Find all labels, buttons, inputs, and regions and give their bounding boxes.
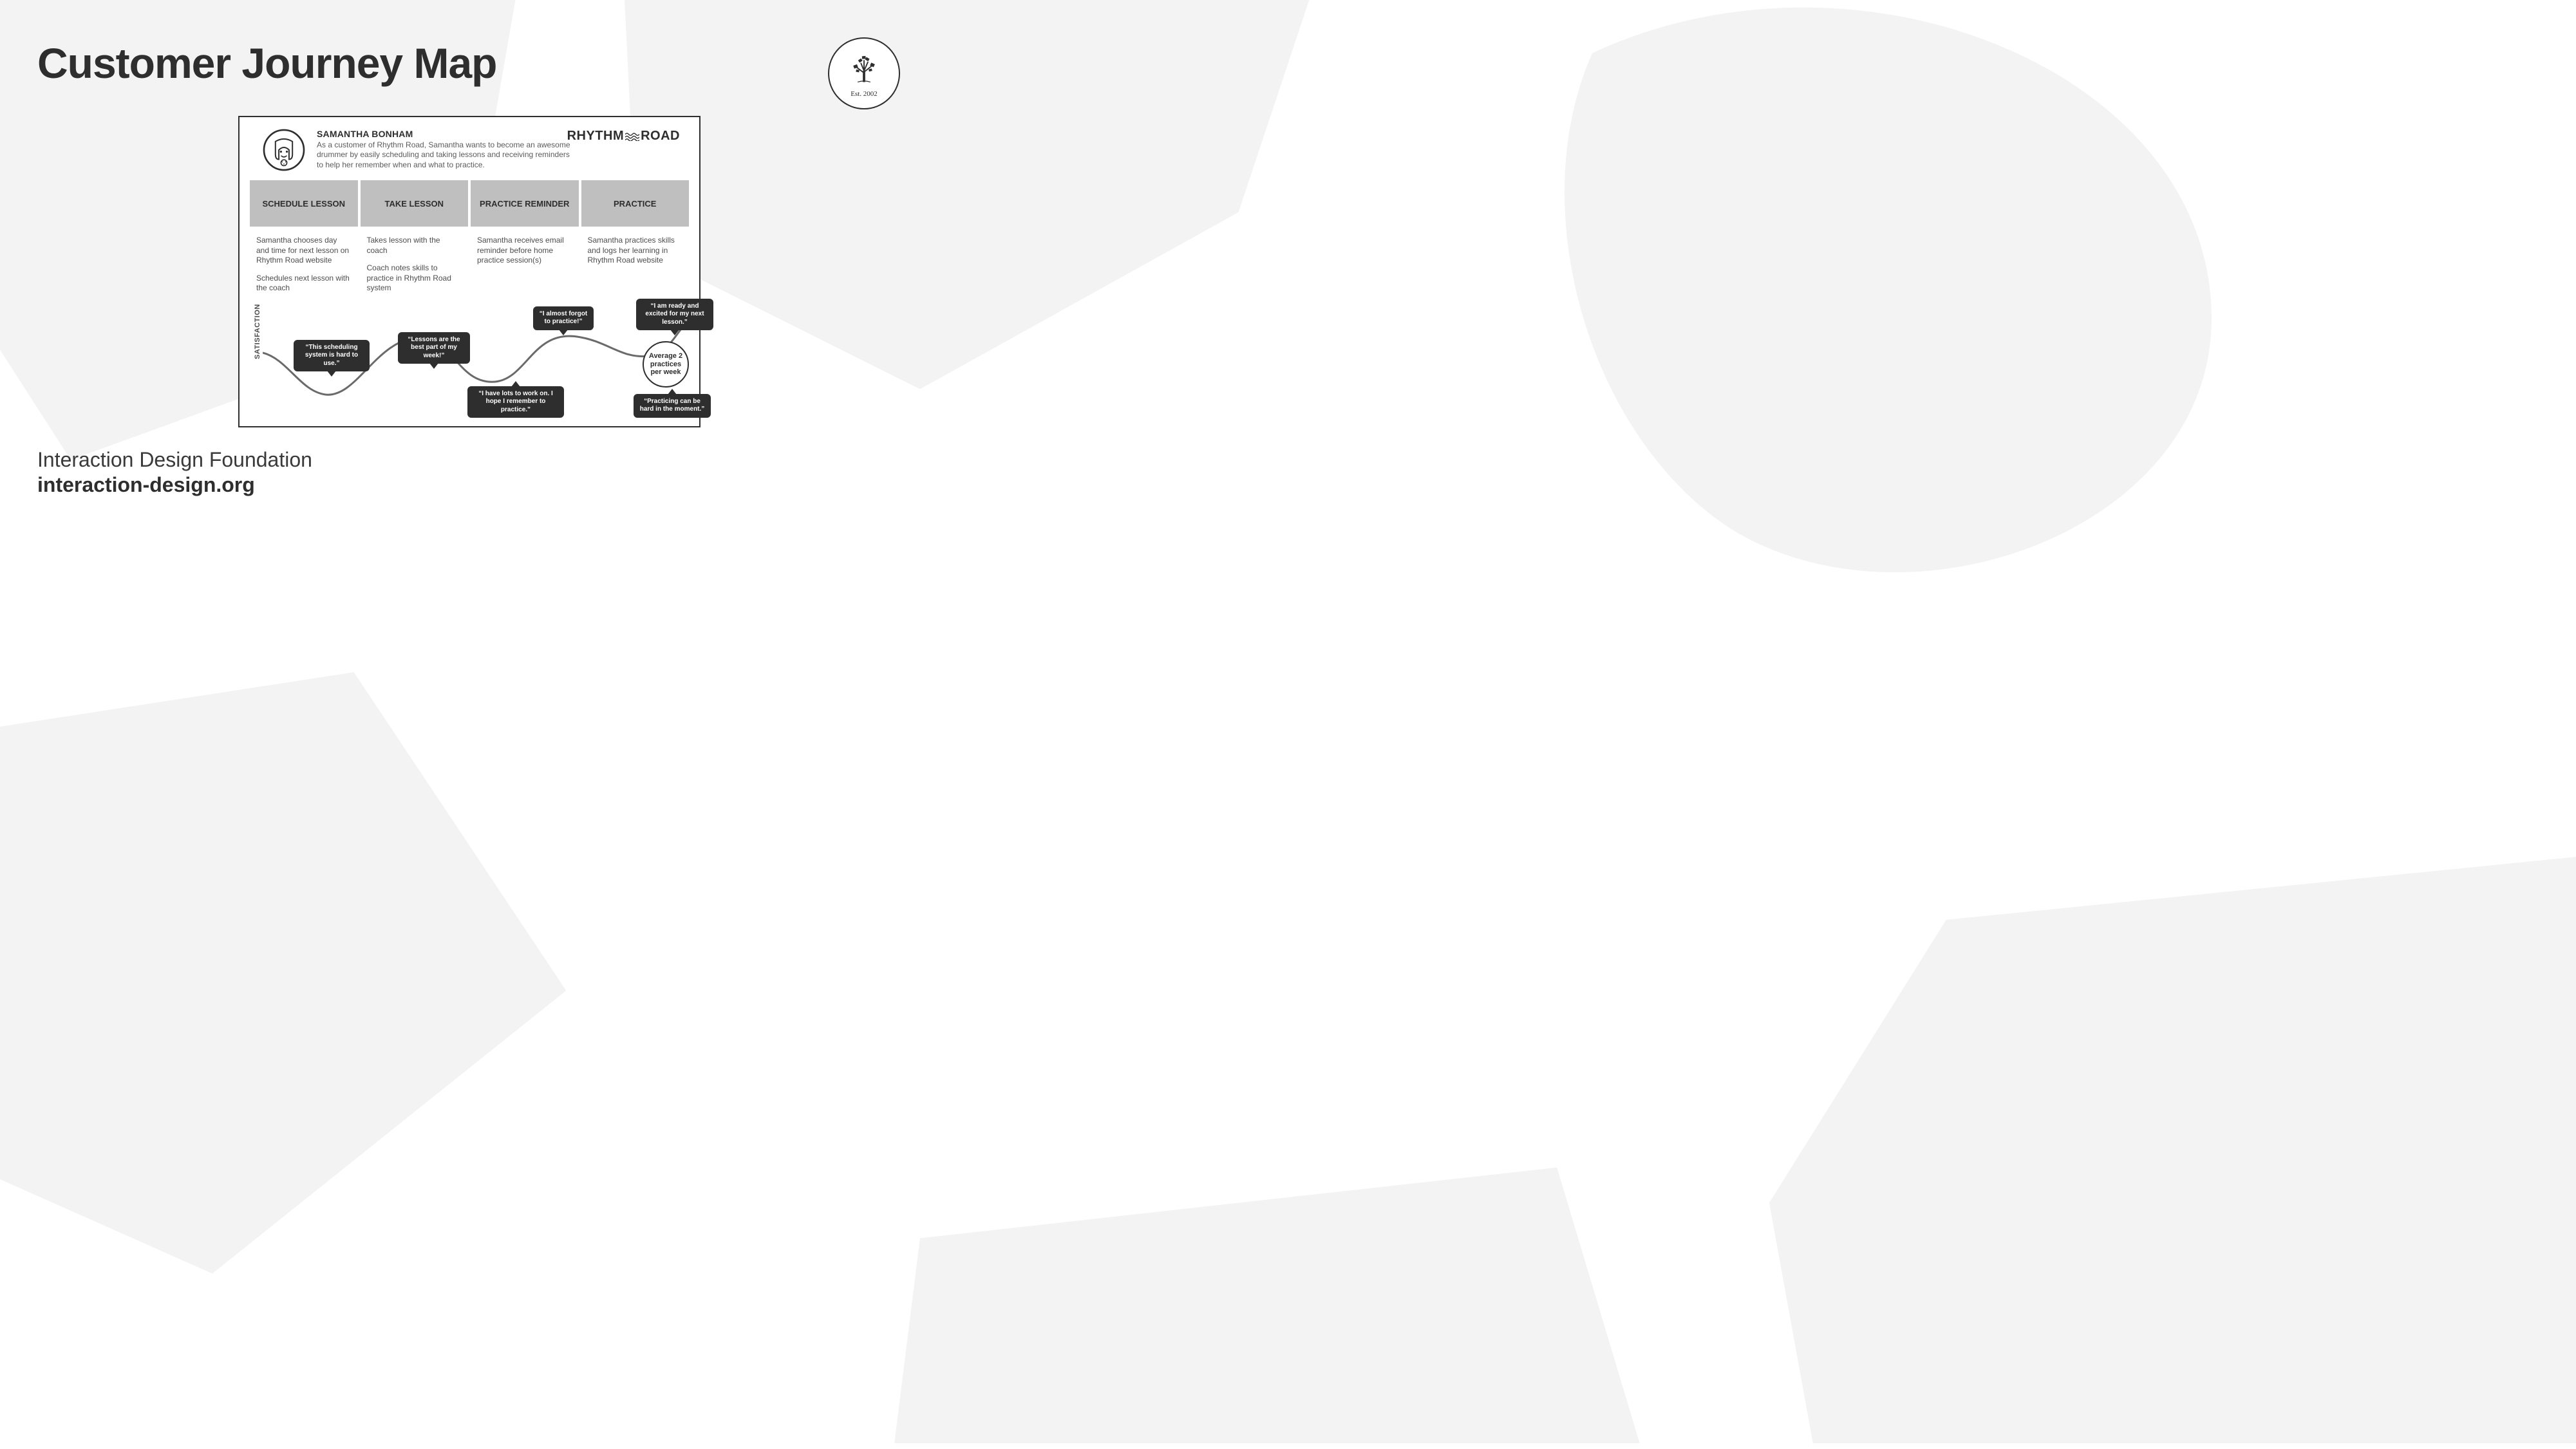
phase-body-1-p0: Takes lesson with the coach [367, 236, 462, 256]
brand-logo: RHYTHM ROAD [567, 129, 680, 144]
phase-head-1: TAKE LESSON [361, 180, 469, 227]
phase-head-0: SCHEDULE LESSON [250, 180, 358, 227]
journey-card: SAMANTHA BONHAM As a customer of Rhythm … [238, 116, 700, 427]
phase-body-2: Samantha receives email reminder before … [471, 236, 579, 294]
quote-bubble-3: “I almost forgot to practice!” [533, 306, 594, 330]
persona-desc: As a customer of Rhythm Road, Samantha w… [317, 140, 574, 170]
phase-body-3: Samantha practices skills and logs her l… [581, 236, 690, 294]
phase-body-row: Samantha chooses day and time for next l… [249, 227, 690, 294]
satisfaction-ylabel: SATISFACTION [254, 304, 261, 359]
quote-bubble-4: “I am ready and excited for my next less… [636, 299, 713, 331]
phase-body-1: Takes lesson with the coach Coach notes … [361, 236, 469, 294]
satisfaction-chart: SATISFACTION “This scheduling system is … [249, 301, 690, 417]
phase-body-1-p1: Coach notes skills to practice in Rhythm… [367, 263, 462, 294]
idf-logo: Est. 2002 [828, 37, 900, 109]
brand-right: ROAD [641, 129, 680, 144]
persona-name: SAMANTHA BONHAM [317, 129, 574, 139]
page-title: Customer Journey Map [37, 39, 900, 88]
slide: Customer Journey Map Est. 2002 [0, 0, 937, 525]
quote-bubble-1: “Lessons are the best part of my week!” [398, 332, 470, 364]
phase-body-0-p0: Samantha chooses day and time for next l… [256, 236, 352, 266]
tree-icon [844, 49, 884, 89]
footer: Interaction Design Foundation interactio… [37, 448, 312, 497]
quote-bubble-0: “This scheduling system is hard to use.” [294, 340, 370, 372]
phase-head-2: PRACTICE REMINDER [471, 180, 579, 227]
footer-url: interaction-design.org [37, 473, 312, 497]
phase-body-3-p0: Samantha practices skills and logs her l… [588, 236, 683, 266]
logo-est: Est. 2002 [851, 90, 878, 98]
phase-header-row: SCHEDULE LESSON TAKE LESSON PRACTICE REM… [249, 180, 690, 227]
brand-left: RHYTHM [567, 129, 625, 144]
phase-body-0: Samantha chooses day and time for next l… [250, 236, 358, 294]
wave-icon [625, 132, 639, 141]
circle-note: Average 2 practices per week [643, 341, 689, 388]
quote-bubble-2: “I have lots to work on. I hope I rememb… [467, 386, 564, 418]
persona-block: SAMANTHA BONHAM As a customer of Rhythm … [249, 129, 690, 180]
footer-org: Interaction Design Foundation [37, 448, 312, 472]
quote-bubble-5: “Practicing can be hard in the moment.” [634, 394, 711, 418]
phase-head-3: PRACTICE [581, 180, 690, 227]
persona-avatar-icon [263, 129, 305, 171]
phase-body-0-p1: Schedules next lesson with the coach [256, 274, 352, 294]
phase-body-2-p0: Samantha receives email reminder before … [477, 236, 572, 266]
